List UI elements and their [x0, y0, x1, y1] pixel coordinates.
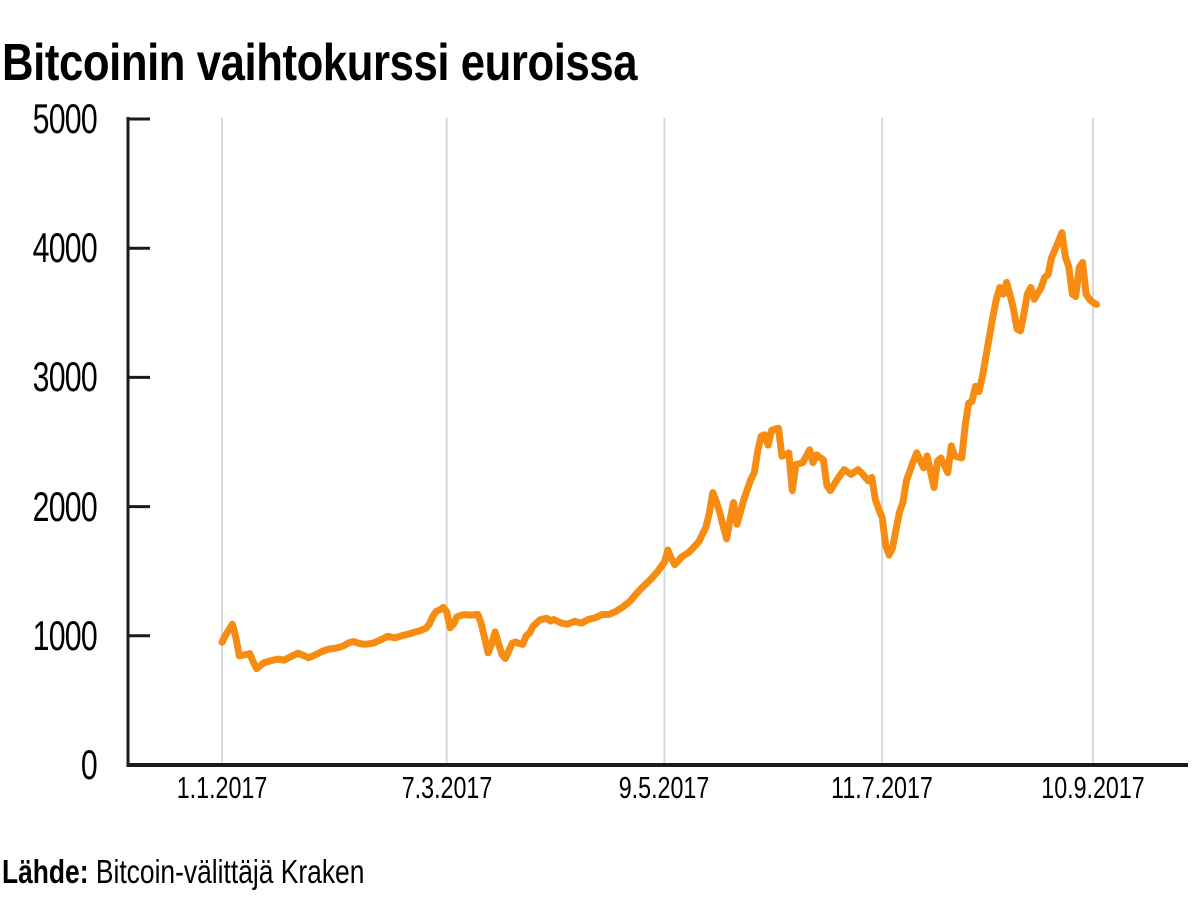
- y-tick-label: 4000: [32, 224, 98, 272]
- x-tick-label: 7.3.2017: [401, 770, 492, 805]
- y-tick-label: 1000: [32, 611, 98, 659]
- source-note: Lähde: Bitcoin-välittäjä Kraken: [2, 852, 364, 892]
- source-label: Lähde:: [2, 853, 89, 890]
- y-tick-label: 3000: [32, 353, 98, 401]
- y-tick-label: 2000: [32, 482, 98, 530]
- y-tick-label: 0: [80, 741, 98, 788]
- source-text: Bitcoin-välittäjä Kraken: [95, 853, 365, 890]
- x-tick-label: 11.7.2017: [831, 770, 934, 805]
- chart-title: Bitcoinin vaihtokurssi euroissa: [2, 33, 638, 92]
- x-tick-label: 10.9.2017: [1041, 770, 1145, 805]
- x-tick-label: 9.5.2017: [619, 770, 710, 805]
- y-tick-label: 5000: [32, 95, 98, 142]
- x-tick-label: 1.1.2017: [176, 770, 268, 805]
- price-line: [218, 229, 1100, 673]
